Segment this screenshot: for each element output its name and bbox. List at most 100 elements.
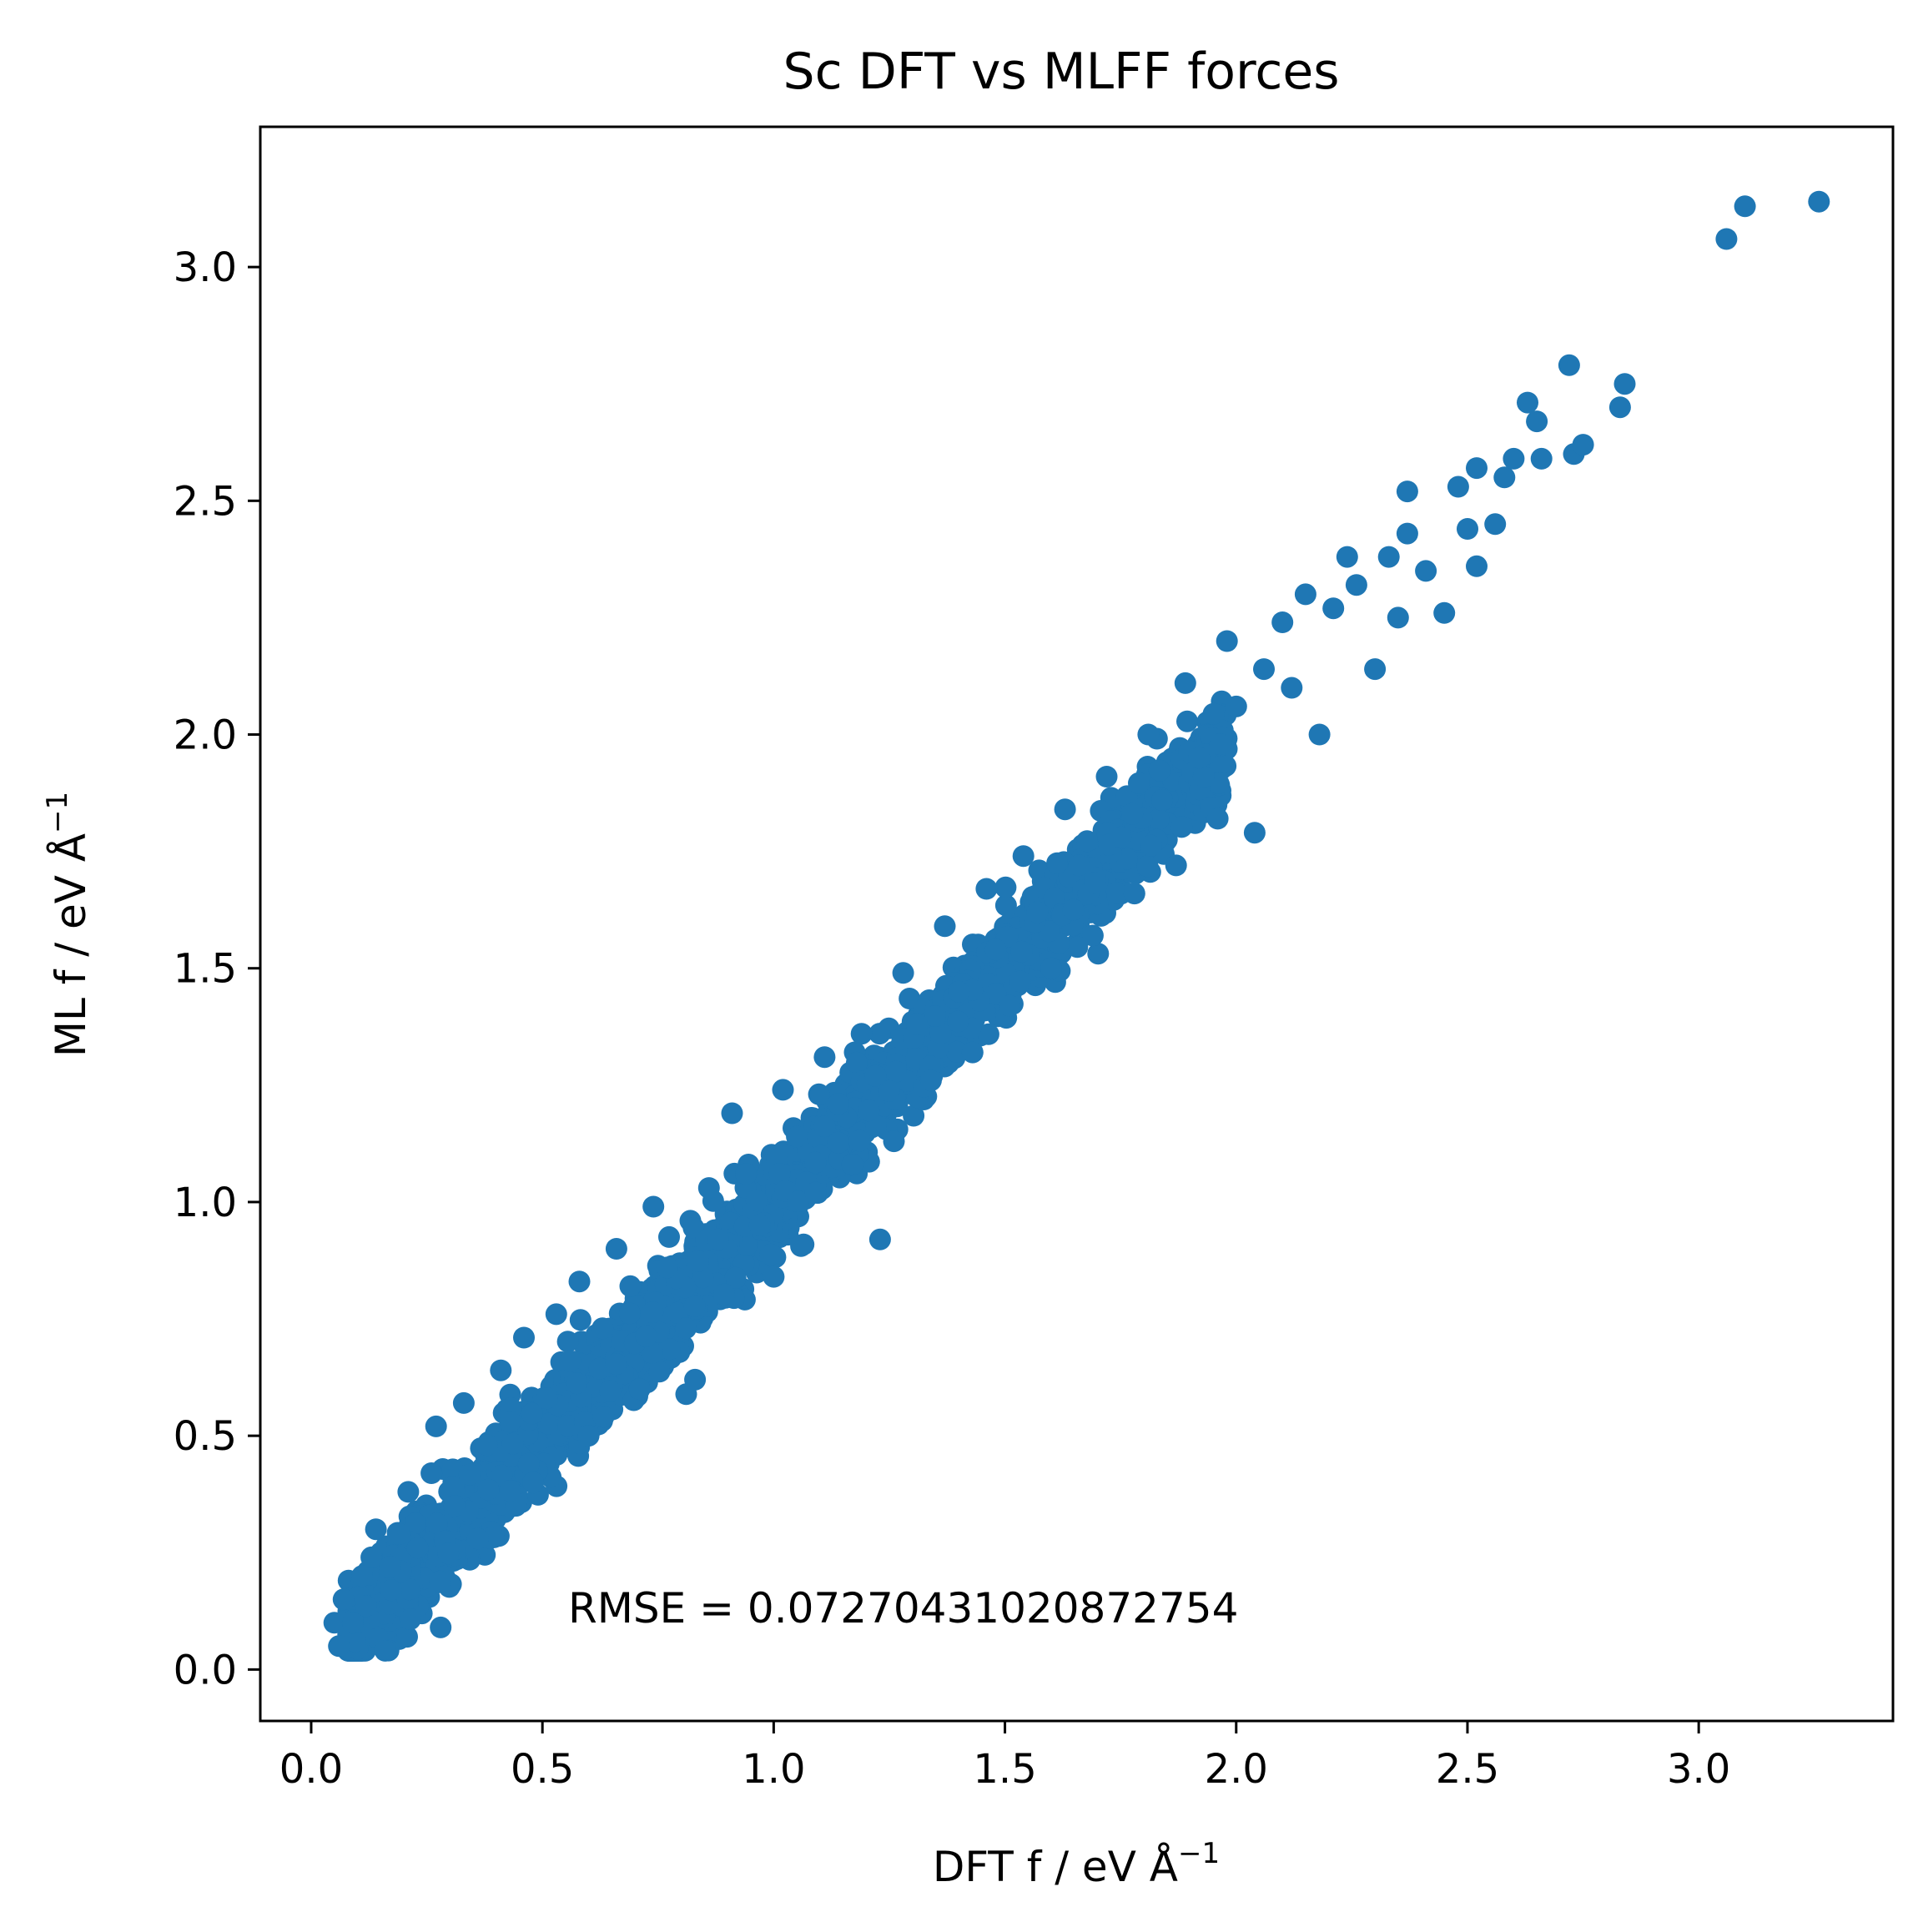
scatter-point: [1345, 574, 1367, 596]
scatter-point: [521, 1402, 543, 1425]
scatter-point: [1095, 766, 1118, 787]
y-tick-label: 1.0: [174, 1180, 237, 1226]
scatter-point: [429, 1570, 451, 1592]
scatter-point: [919, 1069, 942, 1092]
scatter-point: [1530, 447, 1553, 470]
y-axis-label: ML f / eV Å−1: [41, 792, 95, 1057]
chart-title: Sc DFT vs MLFF forces: [783, 43, 1339, 101]
scatter-point: [1123, 883, 1145, 905]
scatter-point: [745, 1190, 768, 1212]
scatter-point: [1466, 457, 1488, 480]
scatter-point: [1110, 826, 1132, 848]
scatter-point: [1062, 898, 1085, 921]
scatter-point: [566, 1372, 588, 1395]
scatter-point: [883, 1130, 905, 1153]
scatter-point: [458, 1463, 481, 1486]
y-tick-label: 2.0: [174, 712, 237, 759]
x-axis-label-exponent: −1: [1178, 1837, 1220, 1870]
x-axis-ticks: 0.0 0.5 1.0 1.5 2.0 2.5 3.0: [279, 1721, 1730, 1793]
x-tick-label: 3.0: [1667, 1746, 1730, 1793]
scatter-point: [1715, 228, 1738, 250]
x-axis-label-text: DFT f / eV Å: [933, 1843, 1178, 1891]
scatter-point: [365, 1518, 387, 1541]
scatter-point: [658, 1225, 680, 1248]
scatter-point: [1174, 672, 1196, 694]
scatter-point: [1087, 943, 1110, 965]
scatter-point: [513, 1326, 535, 1349]
scatter-point: [437, 1542, 460, 1565]
scatter-point: [443, 1495, 466, 1517]
scatter-point: [808, 1083, 830, 1105]
scatter-point: [592, 1317, 614, 1340]
scatter-point: [850, 1023, 873, 1045]
scatter-point: [332, 1588, 355, 1611]
scatter-point: [605, 1238, 627, 1260]
scatter-point: [1396, 522, 1418, 545]
scatter-point: [1128, 772, 1150, 794]
scatter-point: [787, 1190, 809, 1213]
x-tick-label: 0.5: [511, 1746, 574, 1793]
scatter-point: [892, 962, 914, 984]
scatter-point: [977, 1023, 999, 1045]
y-tick-label: 3.0: [174, 244, 237, 291]
scatter-point: [1808, 190, 1830, 213]
scatter-point: [1147, 808, 1170, 831]
y-axis-label-exponent: −1: [41, 792, 74, 833]
scatter-point: [1526, 410, 1548, 433]
scatter-point: [1026, 901, 1049, 923]
scatter-point: [1281, 677, 1303, 699]
scatter-point: [841, 1154, 863, 1176]
scatter-point: [975, 878, 998, 900]
scatter-point: [648, 1361, 671, 1383]
scatter-point: [577, 1425, 600, 1447]
scatter-point: [1572, 434, 1594, 456]
scatter-point: [848, 1130, 871, 1152]
scatter-point: [947, 1010, 969, 1033]
scatter-point: [1170, 816, 1193, 838]
scatter-point: [477, 1478, 500, 1501]
scatter-point: [545, 1303, 567, 1326]
scatter-point: [1308, 723, 1331, 746]
scatter-point: [396, 1626, 418, 1648]
scatter-point: [1387, 606, 1409, 629]
scatter-point: [827, 1131, 849, 1154]
data-points: [323, 190, 1830, 1662]
scatter-point: [557, 1415, 580, 1436]
scatter-point: [642, 1195, 665, 1218]
scatter-point: [1457, 518, 1478, 540]
scatter-point: [1433, 601, 1456, 624]
scatter-point: [345, 1630, 366, 1653]
scatter-point: [1484, 513, 1507, 536]
scatter-point: [588, 1357, 611, 1380]
scatter-point: [858, 1099, 880, 1122]
scatter-point: [1081, 924, 1104, 947]
scatter-point: [618, 1302, 641, 1325]
scatter-point: [379, 1556, 401, 1578]
scatter-point: [692, 1266, 714, 1289]
scatter-point: [1396, 480, 1418, 503]
scatter-point: [1364, 658, 1387, 681]
scatter-point: [786, 1125, 808, 1148]
scatter-point: [499, 1480, 521, 1502]
scatter-point: [1322, 597, 1345, 620]
scatter-point: [1012, 845, 1035, 868]
x-tick-label: 1.5: [973, 1746, 1036, 1793]
y-tick-label: 0.0: [174, 1647, 237, 1693]
scatter-point: [687, 1250, 709, 1272]
scatter-point: [592, 1406, 615, 1428]
scatter-point: [1188, 747, 1211, 769]
scatter-point: [828, 1093, 849, 1115]
scatter-point: [1192, 766, 1215, 788]
scatter-point: [399, 1608, 421, 1630]
scatter-point: [605, 1353, 627, 1376]
scatter-point: [556, 1331, 579, 1353]
scatter-point: [763, 1265, 785, 1288]
y-tick-label: 1.5: [174, 946, 237, 993]
scatter-point: [707, 1228, 729, 1250]
scatter-point: [425, 1415, 447, 1437]
scatter-point: [1009, 970, 1031, 993]
scatter-point: [568, 1270, 591, 1293]
scatter-point: [559, 1350, 581, 1372]
scatter-point: [452, 1391, 475, 1414]
scatter-point: [380, 1579, 402, 1602]
